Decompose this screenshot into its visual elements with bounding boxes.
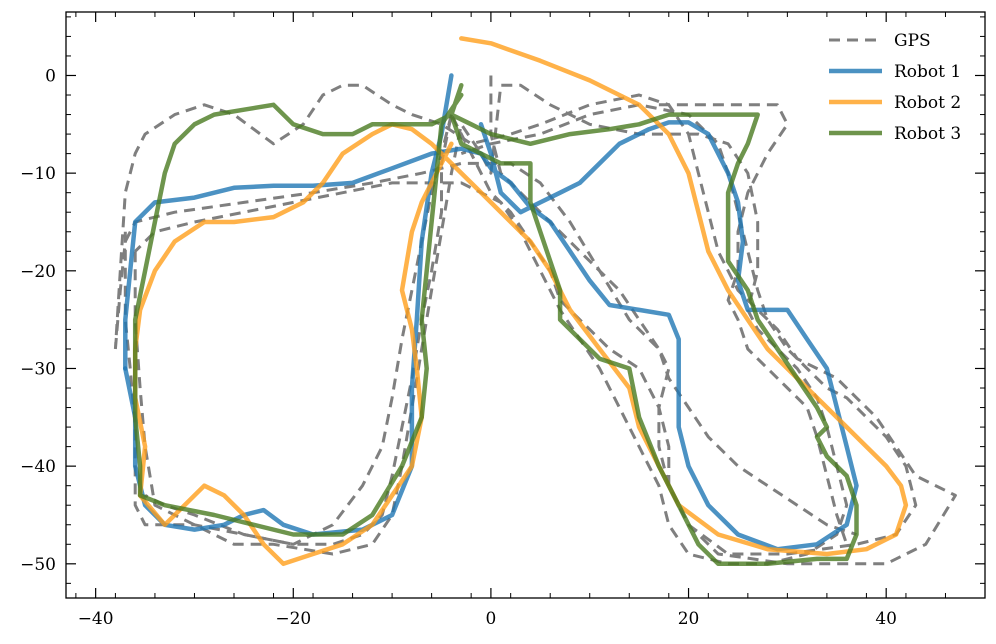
y-tick-label: −20	[20, 262, 56, 282]
y-tick-label: −30	[20, 359, 56, 379]
legend-label-robot-1: Robot 1	[894, 62, 961, 82]
series-line-gps-5	[658, 103, 849, 545]
series-line-robot-3-0	[132, 83, 859, 567]
legend-label-robot-3: Robot 3	[894, 124, 961, 144]
series-line-gps-1	[123, 103, 918, 556]
x-tick-label: −20	[275, 609, 311, 629]
series-line-robot-2-0	[132, 36, 909, 567]
plot-frame	[65, 11, 986, 599]
series-layer	[113, 36, 957, 567]
legend-label-gps: GPS	[894, 31, 931, 51]
legend: GPS Robot 1 Robot 2 Robot 3	[829, 31, 961, 144]
x-tick-label: 40	[875, 609, 897, 629]
y-tick-label: −10	[20, 164, 56, 184]
x-tick-label: −40	[78, 609, 114, 629]
ticks-layer: −40 −20 0 20 40 0 −10 −20 −30 −40 −50	[20, 12, 986, 629]
series-gps	[113, 75, 957, 566]
series-line-gps-0	[113, 83, 957, 566]
x-tick-label: 0	[485, 609, 496, 629]
y-tick-label: −40	[20, 457, 56, 477]
x-tick-label: 20	[678, 609, 700, 629]
y-tick-label: 0	[45, 66, 56, 86]
y-tick-label: −50	[20, 555, 56, 575]
series-line-robot-1-0	[123, 120, 859, 552]
series-robot-2	[132, 36, 909, 567]
series-robot-3	[132, 83, 859, 567]
legend-label-robot-2: Robot 2	[894, 93, 961, 113]
